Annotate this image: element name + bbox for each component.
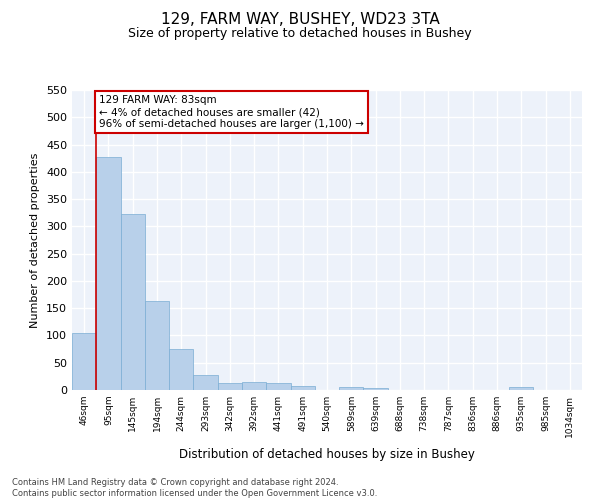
Bar	[193, 376, 218, 390]
Bar	[218, 384, 242, 390]
Bar	[121, 214, 145, 390]
Bar	[364, 388, 388, 390]
X-axis label: Distribution of detached houses by size in Bushey: Distribution of detached houses by size …	[179, 448, 475, 461]
Bar	[266, 383, 290, 390]
Bar	[339, 388, 364, 390]
Text: Size of property relative to detached houses in Bushey: Size of property relative to detached ho…	[128, 28, 472, 40]
Bar	[145, 300, 169, 390]
Text: 129 FARM WAY: 83sqm
← 4% of detached houses are smaller (42)
96% of semi-detache: 129 FARM WAY: 83sqm ← 4% of detached hou…	[99, 96, 364, 128]
Bar	[72, 334, 96, 390]
Bar	[169, 348, 193, 390]
Bar	[96, 157, 121, 390]
Bar	[509, 388, 533, 390]
Text: 129, FARM WAY, BUSHEY, WD23 3TA: 129, FARM WAY, BUSHEY, WD23 3TA	[161, 12, 439, 28]
Y-axis label: Number of detached properties: Number of detached properties	[31, 152, 40, 328]
Text: Contains HM Land Registry data © Crown copyright and database right 2024.
Contai: Contains HM Land Registry data © Crown c…	[12, 478, 377, 498]
Bar	[242, 382, 266, 390]
Bar	[290, 386, 315, 390]
